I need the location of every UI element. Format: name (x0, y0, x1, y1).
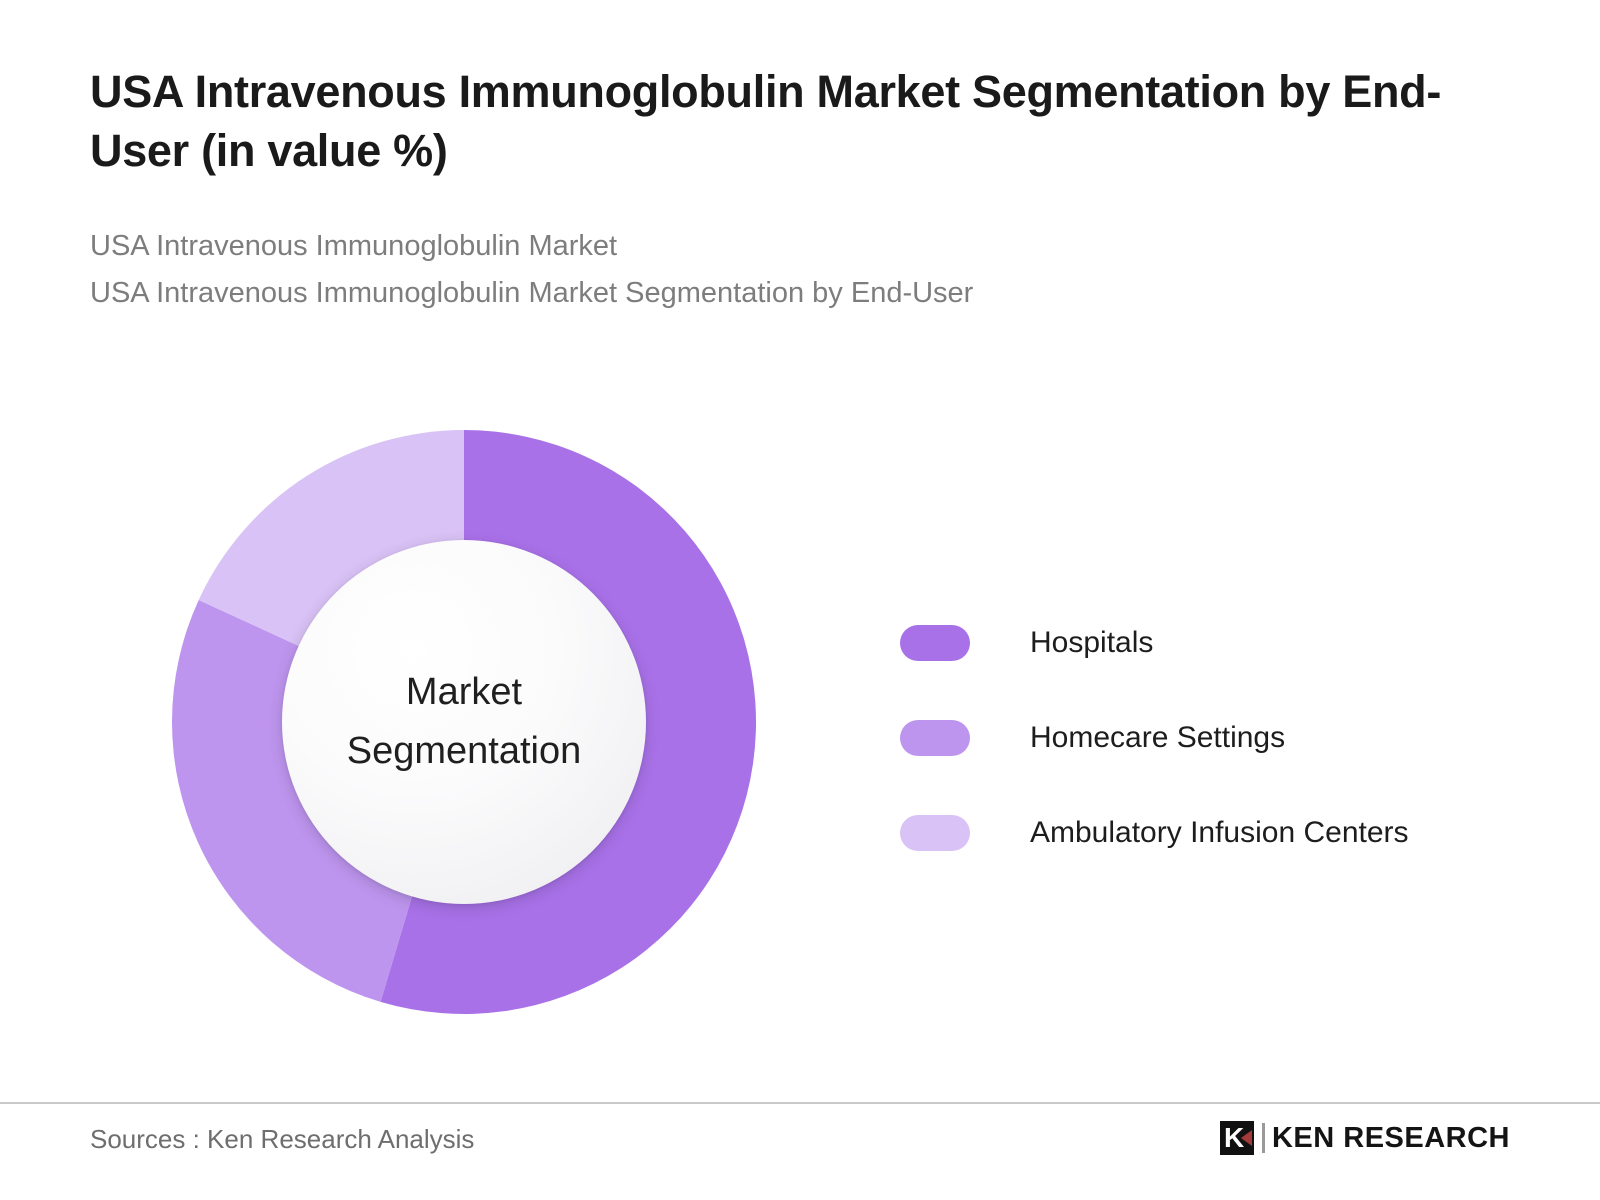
legend-swatch-icon (900, 624, 970, 661)
legend-item[interactable]: Hospitals (900, 595, 1500, 690)
legend-label: Ambulatory Infusion Centers (1030, 815, 1409, 849)
page-subtitle: USA Intravenous Immunoglobulin Market US… (90, 181, 1520, 317)
ken-research-k-mark-icon: K (1219, 1121, 1254, 1155)
legend-swatch-icon (900, 814, 970, 851)
brand-mark-letter: K (1223, 1122, 1245, 1153)
brand-triangle-icon (1240, 1130, 1252, 1146)
chart-legend: Hospitals Homecare Settings Ambulatory Inf… (900, 595, 1500, 880)
source-note: Sources : Ken Research Analysis (90, 1124, 475, 1154)
donut-center-line-2: Segmentation (346, 730, 582, 772)
subtitle-line-2: USA Intravenous Immunoglobulin Market Se… (90, 276, 974, 309)
page-title: USA Intravenous Immunoglobulin Market Se… (90, 66, 1442, 177)
brand-name: KEN RESEARCH (1271, 1121, 1510, 1154)
subtitle-line-1: USA Intravenous Immunoglobulin Market (90, 229, 618, 262)
legend-label: Homecare Settings (1030, 720, 1286, 754)
donut-center-line-1: Market (405, 670, 523, 713)
donut-center-label: Market Segmentation (282, 540, 646, 904)
ken-research-logo: K KEN RESEARCH (1219, 1118, 1510, 1158)
footer-divider (0, 1102, 1600, 1104)
chart-area: Market Segmentation Hospitals Homecare Se… (0, 395, 1600, 1075)
header: USA Intravenous Immunoglobulin Market Se… (90, 62, 1520, 317)
legend-label: Hospitals (1030, 625, 1154, 659)
legend-item[interactable]: Homecare Settings (900, 690, 1500, 785)
donut-chart: Market Segmentation (171, 430, 756, 1014)
legend-item[interactable]: Ambulatory Infusion Centers (900, 785, 1500, 880)
legend-swatch-icon (900, 719, 970, 756)
brand-separator-bar (1261, 1123, 1265, 1153)
